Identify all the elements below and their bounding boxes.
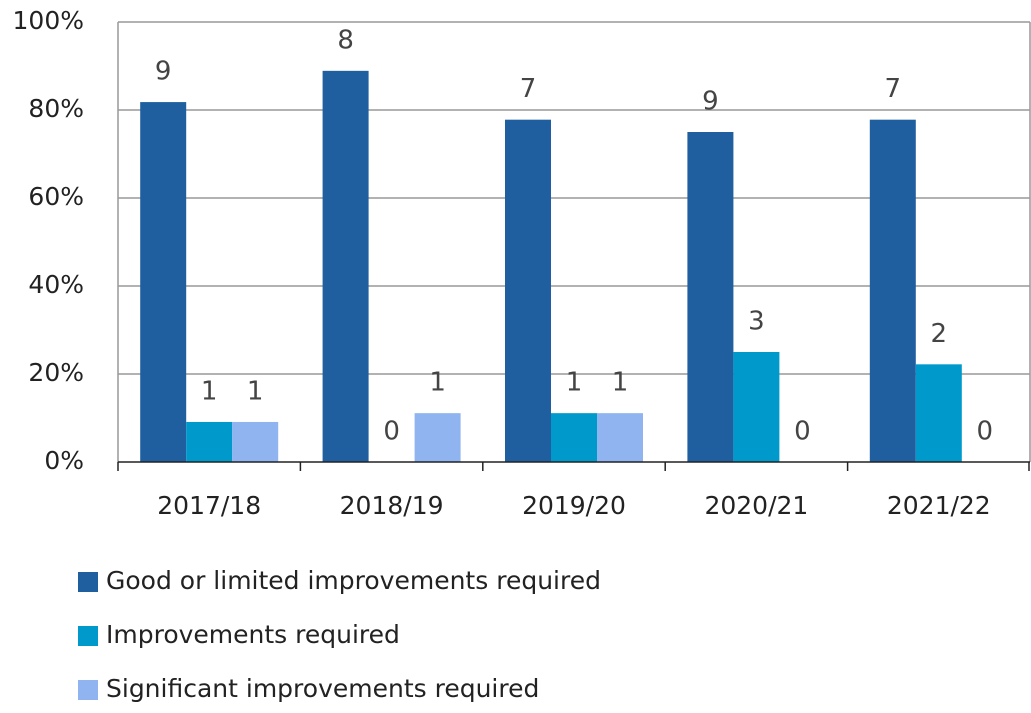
count-label: 0	[977, 417, 994, 447]
bar	[140, 102, 187, 462]
bar	[733, 352, 780, 462]
y-tick-label: 80%	[28, 94, 84, 123]
legend-swatch	[78, 572, 98, 592]
bar	[414, 413, 461, 462]
count-label: 2	[931, 319, 948, 349]
bar	[186, 421, 233, 462]
count-label: 0	[383, 417, 400, 447]
count-label: 9	[702, 87, 719, 117]
legend-label: Good or limited improvements required	[106, 566, 601, 595]
count-label: 9	[155, 57, 172, 87]
count-label: 8	[337, 25, 354, 55]
y-tick-label: 40%	[28, 270, 84, 299]
count-label: 0	[794, 417, 811, 447]
legend-label: Significant improvements required	[106, 674, 539, 703]
x-tick-label: 2021/22	[887, 491, 991, 520]
bar	[551, 413, 597, 462]
bar	[322, 70, 369, 462]
count-label: 1	[429, 368, 446, 398]
count-label: 3	[748, 307, 765, 337]
legend-label: Improvements required	[106, 620, 400, 649]
x-tick-label: 2020/21	[704, 491, 808, 520]
count-label: 1	[247, 376, 264, 406]
bar	[232, 421, 279, 462]
legend-swatch	[78, 680, 98, 700]
count-label: 7	[520, 74, 537, 104]
bar	[505, 119, 551, 463]
bar	[687, 132, 734, 462]
count-label: 7	[885, 74, 902, 104]
y-tick-label: 60%	[28, 182, 84, 211]
bar	[915, 364, 962, 462]
legend-swatch	[78, 626, 98, 646]
count-label: 1	[566, 368, 583, 398]
count-label: 1	[201, 376, 218, 406]
count-label: 1	[612, 368, 629, 398]
x-tick-label: 2017/18	[157, 491, 261, 520]
y-tick-label: 100%	[13, 6, 84, 35]
bar	[869, 119, 916, 463]
y-tick-label: 0%	[44, 446, 84, 475]
x-tick-label: 2018/19	[340, 491, 444, 520]
y-tick-label: 20%	[28, 358, 84, 387]
bar	[597, 413, 643, 462]
x-tick-label: 2019/20	[522, 491, 626, 520]
